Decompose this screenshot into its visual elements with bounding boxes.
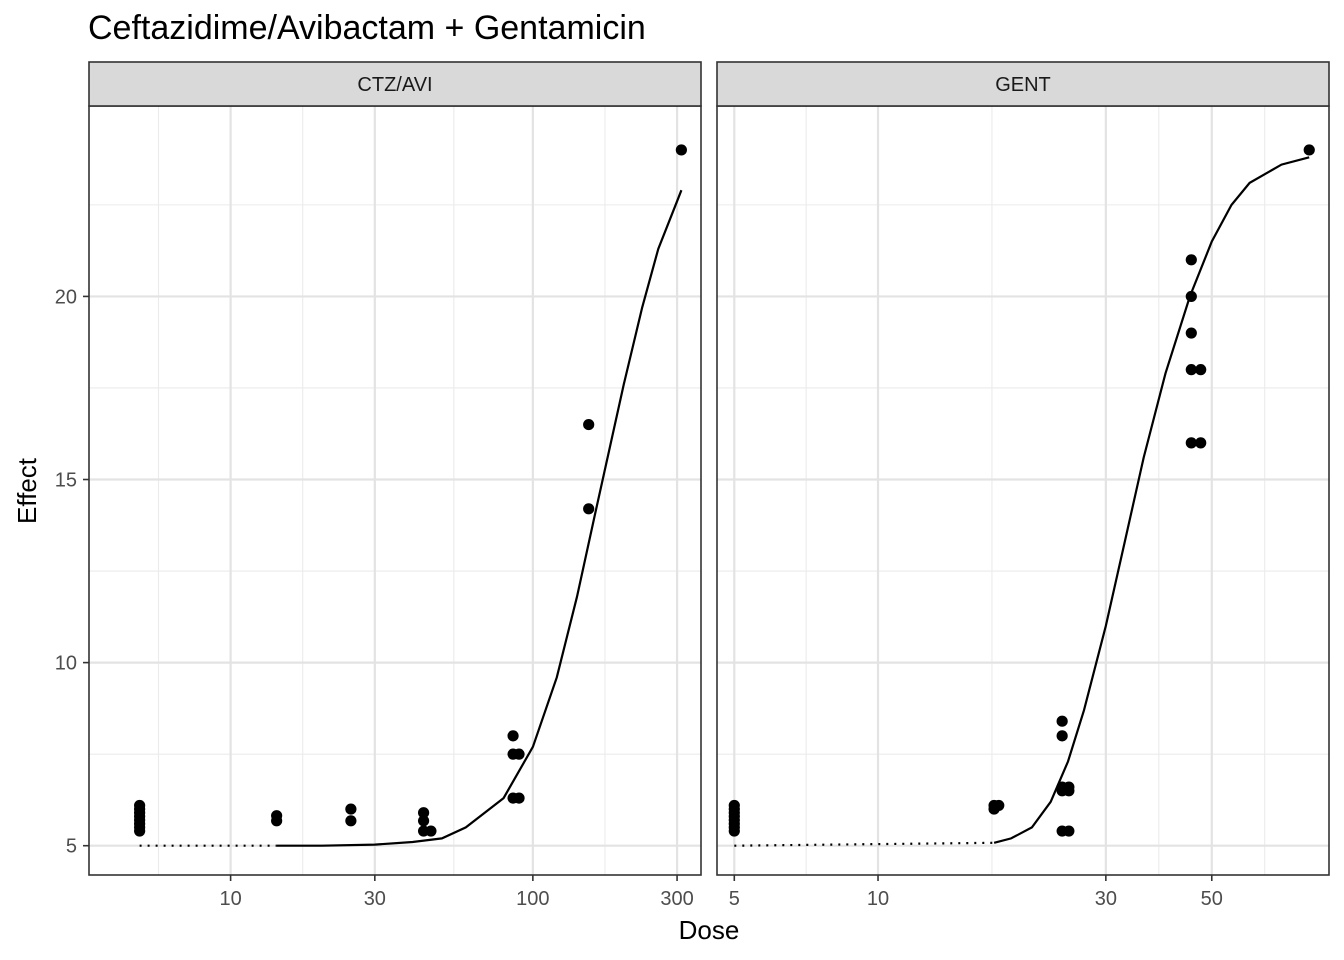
x-axis-title: Dose bbox=[679, 915, 740, 945]
x-tick-label: 10 bbox=[867, 888, 889, 910]
data-point bbox=[1303, 144, 1315, 156]
data-point bbox=[993, 799, 1005, 812]
fit-curve bbox=[993, 156, 1310, 844]
data-point bbox=[675, 144, 687, 156]
data-point bbox=[583, 418, 595, 431]
x-tick-label: 50 bbox=[1201, 888, 1223, 910]
x-tick-label: 30 bbox=[1095, 888, 1117, 910]
y-tick-label: 5 bbox=[66, 836, 77, 858]
fit-curve bbox=[276, 189, 683, 847]
facet-strip bbox=[716, 61, 1330, 107]
data-point bbox=[417, 815, 430, 827]
facet-ctz-avi: CTZ/AVI 10 30 100 300 5 10 15 20 bbox=[55, 61, 702, 910]
x-tick-label: 300 bbox=[660, 888, 693, 910]
data-point bbox=[583, 503, 595, 515]
facet-gent: GENT 5 10 30 50 bbox=[716, 61, 1330, 910]
x-tick-label: 30 bbox=[364, 888, 386, 910]
fit-curve-dotted bbox=[734, 841, 995, 847]
y-tick-label: 20 bbox=[55, 286, 77, 308]
panel-background bbox=[717, 106, 1329, 875]
data-point bbox=[345, 803, 357, 815]
facet-strip-label: GENT bbox=[995, 74, 1051, 96]
x-tick-label: 10 bbox=[219, 888, 241, 910]
data-point bbox=[1056, 730, 1068, 742]
y-axis-title: Effect bbox=[12, 457, 42, 524]
data-point bbox=[1185, 254, 1197, 266]
data-point bbox=[728, 799, 740, 812]
data-point bbox=[345, 815, 357, 827]
data-point bbox=[1185, 364, 1197, 376]
chart-title: Ceftazidime/Avibactam + Gentamicin bbox=[88, 9, 646, 47]
data-point bbox=[507, 730, 519, 742]
data-point bbox=[513, 748, 525, 760]
data-point bbox=[425, 825, 437, 837]
data-point bbox=[513, 792, 525, 804]
x-tick-label: 100 bbox=[516, 888, 549, 910]
data-point bbox=[1185, 327, 1197, 339]
data-point bbox=[1195, 437, 1207, 449]
data-point bbox=[1185, 290, 1197, 303]
data-point bbox=[1185, 437, 1197, 449]
y-tick-label: 15 bbox=[55, 470, 77, 492]
data-point bbox=[1063, 825, 1075, 837]
data-point bbox=[271, 810, 283, 822]
x-tick-label: 5 bbox=[729, 888, 740, 910]
facet-strip-label: CTZ/AVI bbox=[357, 74, 432, 96]
facet-strip bbox=[88, 61, 702, 107]
y-tick-label: 10 bbox=[55, 653, 77, 675]
data-point bbox=[1195, 364, 1207, 376]
facet-panels: CTZ/AVI 10 30 100 300 5 10 15 20 GENT 5 10 30 50 bbox=[55, 61, 1330, 910]
data-point bbox=[417, 807, 430, 819]
data-point bbox=[134, 799, 146, 812]
data-point bbox=[1063, 781, 1075, 793]
panel-background bbox=[89, 106, 701, 875]
data-point bbox=[1056, 715, 1068, 727]
